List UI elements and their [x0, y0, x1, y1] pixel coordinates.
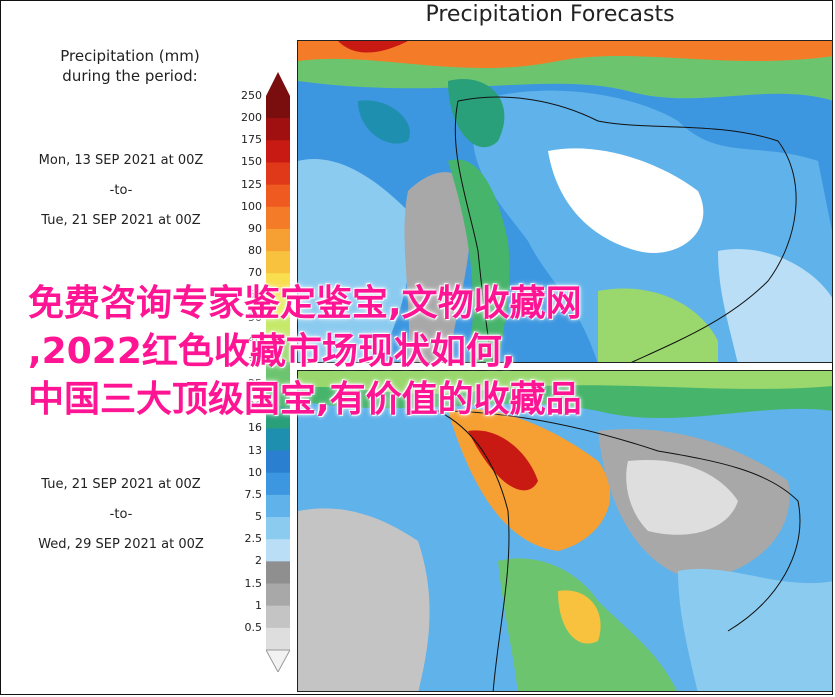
scale-swatch — [266, 494, 290, 518]
legend-title: Precipitation (mm) during the period: — [10, 46, 250, 86]
scale-tick-label: 60 — [248, 288, 262, 302]
scale-tick-label: 13 — [248, 443, 262, 457]
scale-swatch — [266, 450, 290, 474]
scale-tick-label: 50 — [248, 310, 262, 324]
scale-tick-label: 1.5 — [244, 576, 263, 590]
scale-swatch — [266, 228, 290, 252]
scale-tick-label: 5 — [255, 510, 262, 524]
scale-bottom-arrow — [266, 649, 290, 672]
scale-swatch — [266, 539, 290, 562]
period-2-from: Tue, 21 SEP 2021 at 00Z — [41, 477, 201, 492]
scale-swatch — [266, 96, 290, 119]
scale-swatch — [266, 140, 290, 163]
overlay-line-1: 免费咨询专家鉴定鉴宝,文物收藏网 — [28, 283, 582, 324]
scale-swatch — [266, 317, 290, 341]
scale-tick-label: 200 — [241, 111, 262, 125]
scale-swatch — [266, 428, 290, 452]
scale-swatch — [266, 472, 290, 496]
forecast-map-period-2 — [297, 370, 833, 692]
scale-tick-label: 30 — [248, 354, 262, 368]
scale-swatch — [266, 583, 290, 607]
scale-swatch — [266, 339, 290, 363]
scale-swatch — [266, 162, 290, 186]
scale-tick-label: 175 — [241, 133, 262, 147]
scale-tick-label: 25 — [248, 377, 262, 391]
scale-swatch — [266, 605, 290, 629]
scale-swatch — [266, 561, 290, 585]
scale-tick-label: 90 — [248, 221, 262, 235]
period-2-separator: -to- — [109, 507, 133, 522]
period-2-to: Wed, 29 SEP 2021 at 00Z — [38, 537, 204, 552]
scale-swatch — [266, 273, 290, 296]
scale-swatch — [266, 184, 290, 208]
scale-swatch — [266, 384, 290, 407]
legend-title-line1: Precipitation (mm) — [60, 47, 200, 65]
scale-tick-label: 20 — [248, 399, 262, 413]
figure-title: Precipitation Forecasts — [425, 2, 675, 27]
forecast-map-period-1 — [297, 40, 833, 363]
scale-tick-label: 16 — [248, 421, 262, 435]
scale-tick-label: 125 — [241, 177, 262, 191]
scale-swatch — [266, 627, 290, 651]
scale-swatch — [266, 517, 290, 540]
scale-swatch — [266, 295, 290, 319]
period-1-to: Tue, 21 SEP 2021 at 00Z — [41, 213, 201, 228]
map-2-graphic — [298, 371, 832, 691]
scale-tick-label: 100 — [241, 199, 262, 213]
overlay-line-3: 中国三大顶级国宝,有价值的收藏品 — [28, 379, 582, 420]
scale-tick-label: 1 — [255, 598, 262, 612]
scale-tick-label: 80 — [248, 244, 262, 258]
scale-tick-label: 40 — [248, 332, 262, 346]
overlay-line-2: ,2022红色收藏市场现状如何, — [28, 331, 516, 372]
period-1-from: Mon, 13 SEP 2021 at 00Z — [38, 153, 204, 168]
scale-swatch — [266, 251, 290, 274]
scale-tick-label: 7.5 — [244, 487, 263, 501]
scale-top-arrow — [266, 72, 290, 96]
period-1-separator: -to- — [109, 183, 133, 198]
scale-swatch — [266, 361, 290, 385]
scale-tick-label: 150 — [241, 155, 262, 169]
scale-tick-label: 250 — [241, 89, 262, 102]
scale-swatch — [266, 206, 290, 230]
scale-tick-label: 70 — [248, 266, 262, 280]
scale-tick-label: 10 — [248, 465, 262, 479]
scale-tick-label: 2 — [255, 554, 262, 568]
color-scale-bar — [266, 72, 290, 672]
scale-swatch — [266, 406, 290, 429]
map-1-graphic — [298, 41, 832, 362]
scale-tick-label: 0.5 — [244, 620, 263, 634]
scale-swatch — [266, 118, 290, 141]
scale-tick-label: 2.5 — [244, 532, 263, 546]
promo-overlay-text: 免费咨询专家鉴定鉴宝,文物收藏网 ,2022红色收藏市场现状如何, 中国三大顶级… — [28, 280, 828, 424]
period-1: Mon, 13 SEP 2021 at 00Z -to- Tue, 21 SEP… — [6, 146, 236, 236]
period-2: Tue, 21 SEP 2021 at 00Z -to- Wed, 29 SEP… — [6, 470, 236, 560]
legend-title-line2: during the period: — [62, 67, 198, 85]
